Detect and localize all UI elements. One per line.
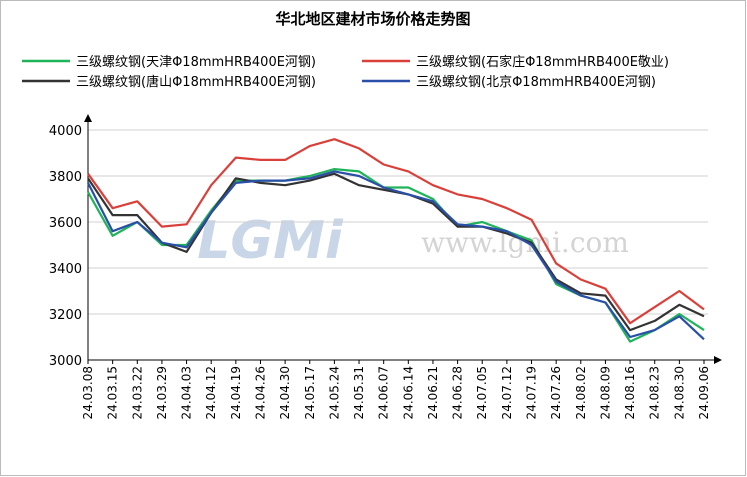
x-tick-label: 24.04.26 [253, 366, 267, 419]
x-tick-label: 24.04.30 [278, 366, 292, 419]
series-line [87, 172, 705, 332]
y-tick-label: 3800 [49, 170, 82, 185]
y-tick-label: 3000 [49, 354, 82, 369]
x-tick-label: 24.07.19 [525, 366, 539, 419]
x-tick-label: 24.05.31 [352, 366, 366, 419]
y-tick-label: 3600 [49, 216, 82, 231]
x-tick-label: 24.05.17 [303, 366, 317, 419]
x-tick-label: 24.08.23 [648, 366, 662, 419]
x-tick-label: 24.04.12 [204, 366, 218, 419]
x-tick-label: 24.03.22 [130, 366, 144, 419]
y-tick-label: 3200 [49, 308, 82, 323]
chart-title: 华北地区建材市场价格走势图 [275, 10, 470, 28]
x-tick-label: 24.06.07 [377, 366, 391, 419]
legend-label: 三级螺纹钢(唐山Φ18mmHRB400E河钢) [76, 74, 316, 90]
x-axis-arrow [714, 356, 722, 364]
legend-label: 三级螺纹钢(北京Φ18mmHRB400E河钢) [416, 75, 656, 90]
x-tick-label: 24.05.24 [327, 366, 341, 419]
x-tick-label: 24.07.05 [475, 366, 489, 419]
x-tick-label: 24.03.08 [81, 366, 95, 419]
x-tick-label: 24.08.02 [574, 366, 588, 419]
x-tick-label: 24.06.21 [426, 366, 440, 419]
watermark-logo: LGMi [197, 211, 344, 271]
x-tick-label: 24.06.14 [401, 366, 415, 419]
x-tick-label: 24.08.30 [672, 366, 686, 419]
series-line [87, 138, 705, 325]
x-tick-label: 24.03.29 [155, 366, 169, 419]
x-tick-label: 24.08.16 [623, 366, 637, 419]
x-tick-label: 24.04.19 [229, 366, 243, 419]
y-tick-label: 3400 [49, 262, 82, 277]
x-tick-label: 24.03.15 [106, 366, 120, 419]
x-tick-label: 24.06.28 [451, 366, 465, 419]
y-tick-label: 4000 [49, 124, 82, 139]
legend-label: 三级螺纹钢(天津Φ18mmHRB400E河钢) [76, 55, 316, 70]
y-axis-arrow [84, 114, 92, 122]
x-tick-label: 24.04.03 [180, 366, 194, 419]
x-tick-label: 24.07.26 [549, 366, 563, 419]
legend-label: 三级螺纹钢(石家庄Φ18mmHRB400E敬业) [416, 54, 669, 70]
x-tick-label: 24.08.09 [598, 366, 612, 419]
x-tick-label: 24.09.06 [697, 366, 711, 419]
series-line [87, 170, 705, 341]
x-tick-label: 24.07.12 [500, 366, 514, 419]
